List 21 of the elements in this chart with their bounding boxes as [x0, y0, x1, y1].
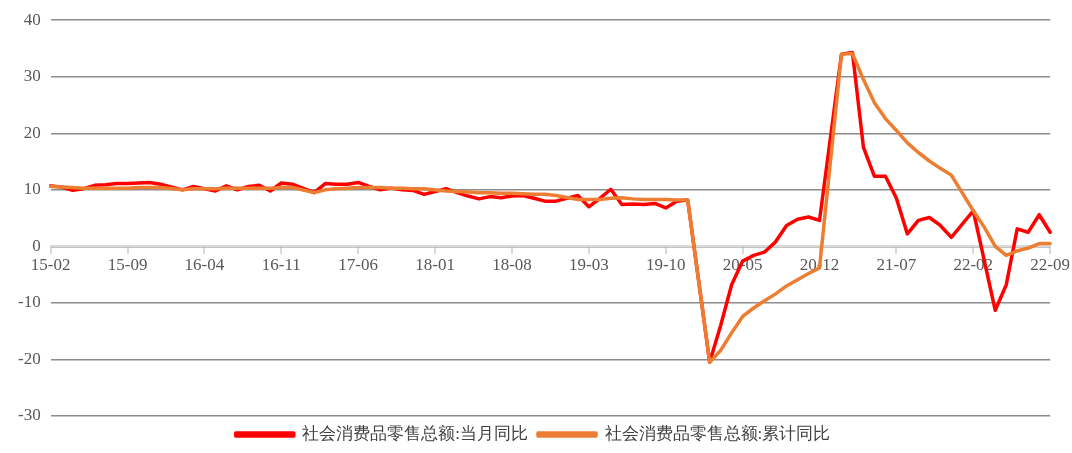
- y-tick-label: 30: [23, 66, 41, 86]
- x-tick-label: 16-11: [261, 255, 301, 275]
- x-tick-label: 18-01: [415, 255, 455, 275]
- y-tick-label: 20: [23, 122, 41, 142]
- y-tick-label: -20: [17, 348, 41, 368]
- x-tick-label: 19-10: [645, 255, 686, 275]
- y-tick-label: -10: [17, 292, 41, 312]
- x-tick-label: 18-08: [492, 255, 532, 275]
- legend-label: 社会消费品零售总额:累计同比: [604, 423, 831, 443]
- y-tick-label: -30: [17, 405, 41, 425]
- y-tick-label: 10: [23, 179, 41, 199]
- x-tick-label: 17-06: [338, 255, 379, 275]
- x-tick-label: 19-03: [569, 255, 609, 275]
- legend-label: 社会消费品零售总额:当月同比: [302, 423, 529, 443]
- x-tick-label: 15-02: [30, 255, 71, 275]
- x-tick-label: 15-09: [107, 255, 148, 275]
- x-tick-label: 21-07: [876, 255, 917, 275]
- x-tick-label: 16-04: [184, 255, 225, 275]
- y-tick-label: 40: [23, 9, 41, 29]
- x-tick-label: 22-09: [1030, 255, 1071, 275]
- y-tick-label: 0: [32, 235, 41, 255]
